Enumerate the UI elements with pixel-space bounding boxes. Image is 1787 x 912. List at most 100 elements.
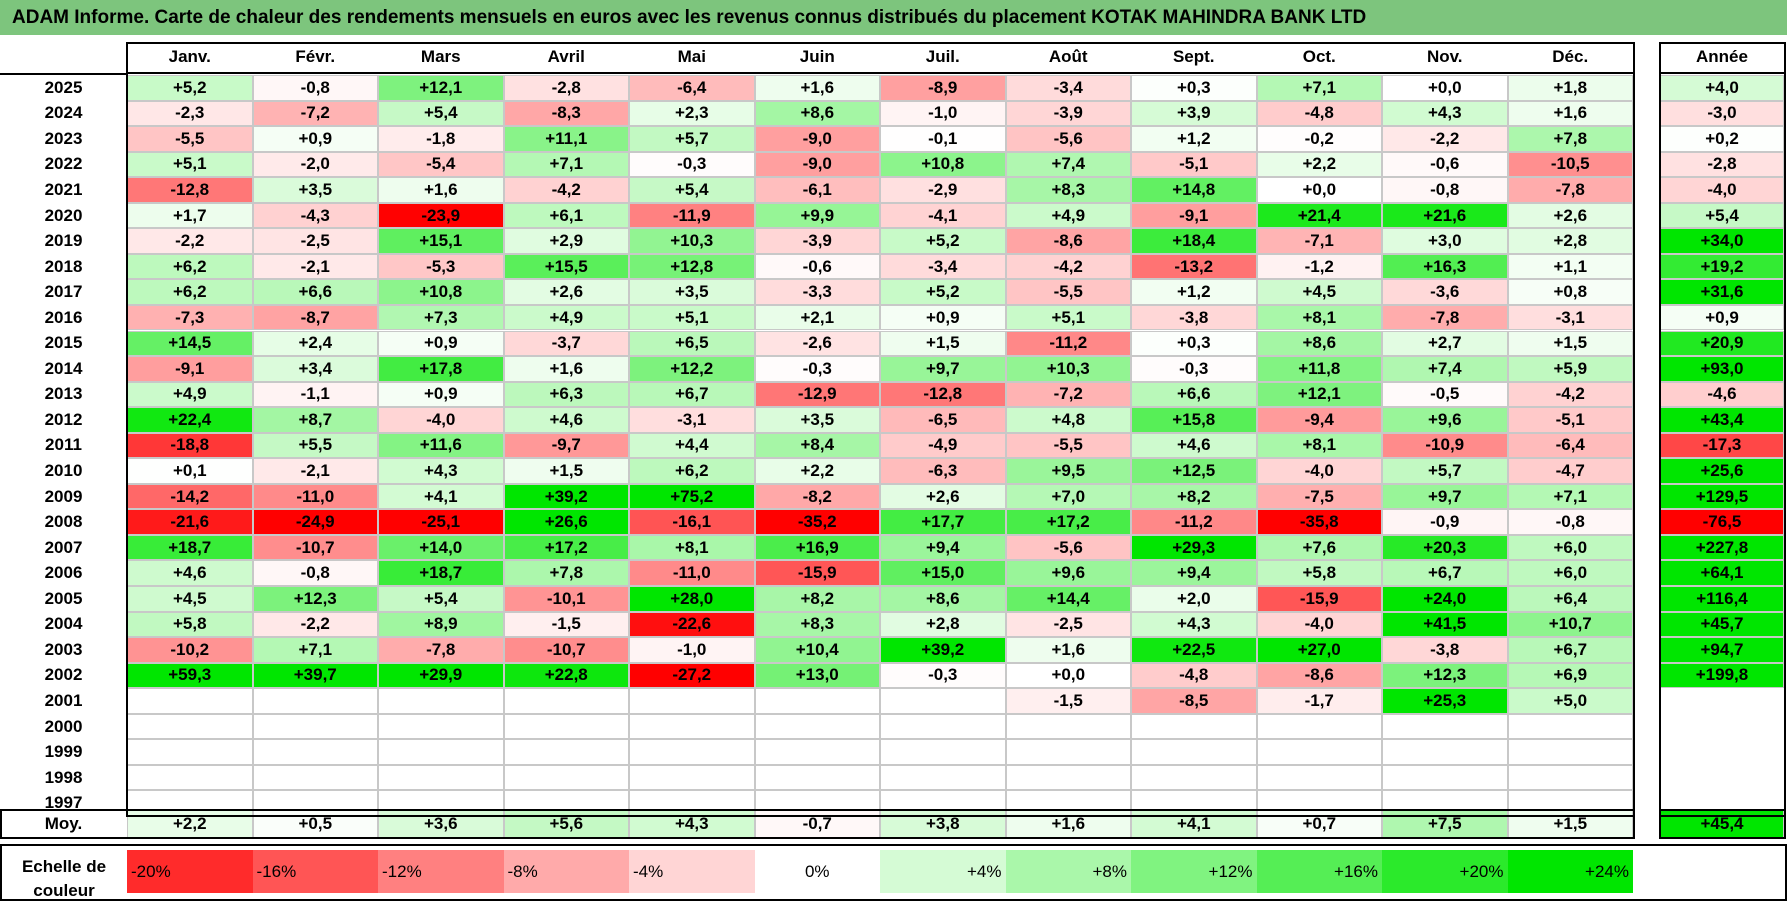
heatmap-cell: +3,0 [1382,228,1508,254]
heatmap-cell: -6,1 [754,177,880,203]
annual-cell: +64,1 [1660,560,1784,586]
year-label: 2005 [44,588,83,608]
heatmap-cell: -0,2 [1256,126,1382,152]
heatmap-cell: +18,4 [1131,228,1257,254]
annual-cell: +34,0 [1660,228,1784,254]
heatmap-cell: -6,3 [880,458,1006,484]
heatmap-cell: +1,2 [1131,126,1257,152]
heatmap-cell: -4,3 [252,202,378,229]
heatmap-cell: -0,8 [252,75,378,101]
heatmap-cell: -0,3 [754,356,880,382]
heatmap-cell: +1,2 [1131,279,1257,305]
heatmap-cell: +10,7 [1507,611,1633,638]
heatmap-cell: +5,4 [378,586,504,612]
column-header: Juin [754,42,880,74]
annual-cell: -4,0 [1660,177,1784,203]
annual-cell: -4,6 [1660,381,1784,408]
heatmap-cell: -1,5 [1005,688,1131,714]
heatmap-cell: +21,4 [1256,202,1382,229]
heatmap-cell: +14,4 [1005,586,1131,612]
heatmap-cell: -1,0 [629,637,755,663]
heatmap-cell: +2,1 [754,304,880,331]
heatmap-cell [880,764,1006,791]
heatmap-cell: +8,6 [754,100,880,127]
annual-cell: +94,7 [1660,637,1784,663]
heatmap-cell: +9,6 [1382,407,1508,433]
heatmap-cell: +1,6 [1005,637,1131,663]
heatmap-cell: +1,6 [1507,100,1633,127]
year-label: 2010 [44,461,83,481]
heatmap-cell: +0,3 [1131,75,1257,101]
average-cell: +2,2 [127,810,253,838]
heatmap-cell: +5,5 [252,432,378,459]
heatmap-cell: -11,2 [1005,330,1131,357]
heatmap-cell: +1,7 [127,202,253,229]
year-label: 2022 [44,154,83,174]
heatmap-cell: -3,8 [1131,304,1257,331]
heatmap-cell: +4,8 [1005,407,1131,433]
heatmap-cell: -7,5 [1256,483,1382,510]
heatmap-cell: +11,6 [378,432,504,459]
heatmap-cell: -1,2 [1256,253,1382,280]
heatmap-cell: -35,2 [754,509,880,535]
heatmap-cell [880,713,1006,740]
heatmap-cell [1507,739,1633,765]
heatmap-cell: -0,3 [1131,356,1257,382]
heatmap-cell: +0,0 [1382,75,1508,101]
year-label: 2020 [44,205,83,225]
annual-cell: +0,2 [1660,126,1784,152]
heatmap-cell: +5,8 [127,611,253,638]
heatmap-cell [1256,713,1382,740]
heatmap-cell: +17,2 [1005,509,1131,535]
heatmap-cell [629,688,755,714]
heatmap-cell: +39,7 [252,662,378,689]
heatmap-cell: +5,2 [880,279,1006,305]
heatmap-cell: -16,1 [629,509,755,535]
heatmap-cell: +25,3 [1382,688,1508,714]
heatmap-cell: -7,8 [1382,304,1508,331]
heatmap-cell: +5,2 [127,75,253,101]
heatmap-cell: -1,1 [252,381,378,408]
year-label: 2003 [44,639,83,659]
heatmap-cell: +6,2 [629,458,755,484]
heatmap-cell [1131,713,1257,740]
heatmap-cell: -24,9 [252,509,378,535]
heatmap-cell: +1,5 [1507,330,1633,357]
heatmap-cell: -2,1 [252,458,378,484]
heatmap-cell: +6,1 [503,202,629,229]
heatmap-cell [127,713,253,740]
annual-cell: +199,8 [1660,662,1784,689]
heatmap-cell: +17,2 [503,534,629,561]
annual-header: Année [1660,42,1784,74]
heatmap-cell: +2,3 [629,100,755,127]
annual-cell: +31,6 [1660,279,1784,305]
heatmap-cell [754,764,880,791]
heatmap-cell: +7,8 [1507,126,1633,152]
heatmap-cell: +12,5 [1131,458,1257,484]
heatmap-cell: +4,6 [503,407,629,433]
heatmap-cell: -3,9 [754,228,880,254]
year-label: 2012 [44,409,83,429]
header-rule [0,73,127,75]
heatmap-cell: +7,1 [1507,483,1633,510]
heatmap-cell: +17,7 [880,509,1006,535]
heatmap-cell: +0,9 [880,304,1006,331]
heatmap-cell: +4,5 [127,586,253,612]
average-cell: +0,7 [1256,810,1382,838]
heatmap-cell: +15,8 [1131,407,1257,433]
heatmap-cell: +11,1 [503,126,629,152]
heatmap-cell: +1,8 [1507,75,1633,101]
heatmap-cell [880,688,1006,714]
heatmap-cell: -1,0 [880,100,1006,127]
legend-swatch: -4% [629,850,755,893]
heatmap-cell: +28,0 [629,586,755,612]
heatmap-cell: +27,0 [1256,637,1382,663]
year-label: 2007 [44,537,83,557]
heatmap-cell [503,713,629,740]
heatmap-cell: -9,4 [1256,407,1382,433]
heatmap-cell: -3,3 [754,279,880,305]
heatmap-cell: +6,6 [252,279,378,305]
legend-swatch: +8% [1005,850,1131,893]
heatmap-cell: -10,5 [1507,151,1633,178]
